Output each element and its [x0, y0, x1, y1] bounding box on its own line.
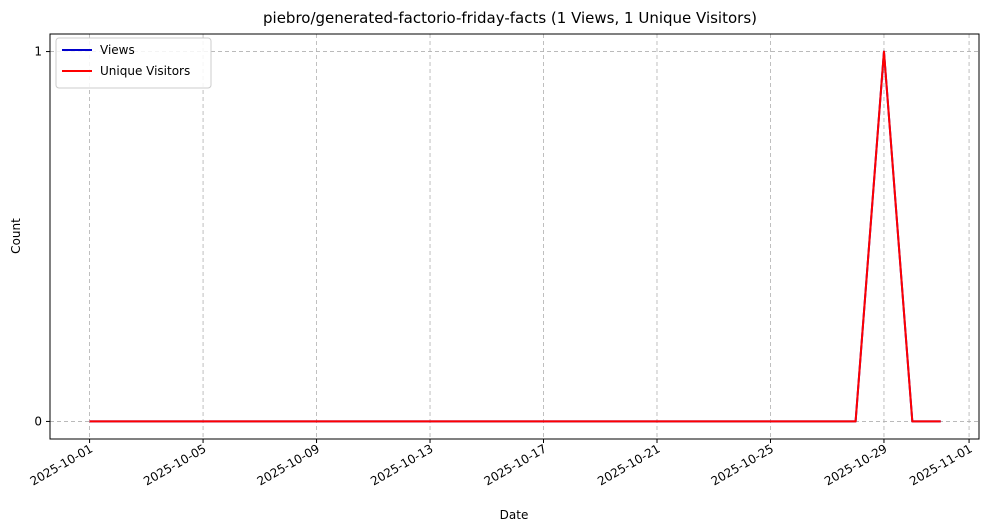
legend-label-unique-visitors: Unique Visitors — [100, 64, 190, 78]
y-axis-label: Count — [9, 218, 23, 254]
series-line-unique-visitors — [89, 50, 941, 423]
y-tick-label: 0 — [34, 414, 42, 428]
chart-title: piebro/generated-factorio-friday-facts (… — [263, 9, 757, 27]
y-axis: 01 — [34, 45, 50, 428]
legend: Views Unique Visitors — [55, 37, 212, 89]
legend-box — [55, 37, 212, 89]
series-group — [89, 50, 941, 423]
y-tick-label: 1 — [34, 45, 42, 59]
plot-frame — [49, 33, 980, 440]
x-axis-label: Date — [500, 508, 529, 522]
legend-label-views: Views — [100, 43, 135, 57]
